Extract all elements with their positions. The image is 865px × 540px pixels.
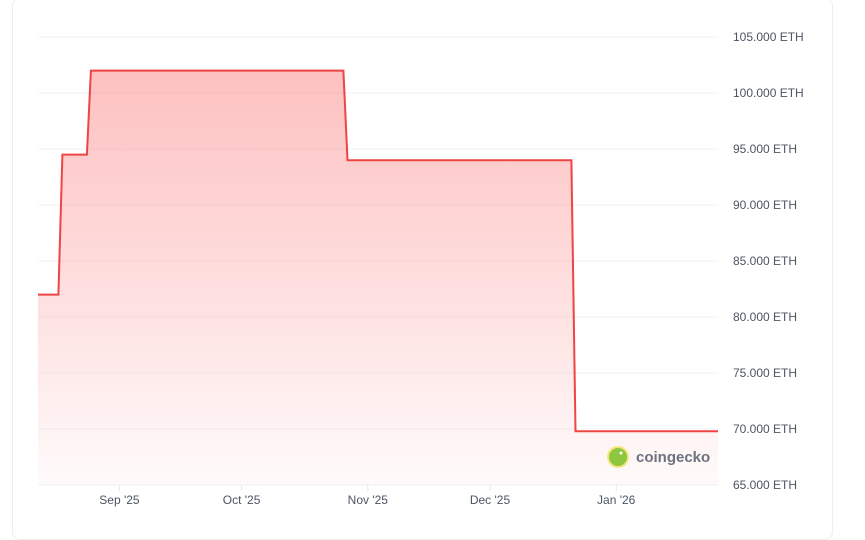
coingecko-watermark: coingecko <box>607 446 710 468</box>
y-tick-label: 95.000 ETH <box>733 142 797 156</box>
coingecko-logo-icon <box>607 446 629 468</box>
x-tick-label: Sep '25 <box>99 493 140 507</box>
y-tick-label: 85.000 ETH <box>733 254 797 268</box>
y-tick-label: 65.000 ETH <box>733 478 797 492</box>
x-tick-label: Oct '25 <box>223 493 261 507</box>
area-fill <box>38 70 718 485</box>
x-tick-label: Nov '25 <box>348 493 389 507</box>
y-tick-label: 70.000 ETH <box>733 422 797 436</box>
watermark-text: coingecko <box>636 449 710 466</box>
series-line <box>38 69 718 433</box>
y-tick-label: 80.000 ETH <box>733 310 797 324</box>
y-tick-label: 105.000 ETH <box>733 30 804 44</box>
y-tick-label: 100.000 ETH <box>733 86 804 100</box>
x-tick-label: Dec '25 <box>470 493 511 507</box>
y-tick-label: 90.000 ETH <box>733 198 797 212</box>
price-chart: 105.000 ETH 100.000 ETH 95.000 ETH 90.000 E… <box>38 30 804 507</box>
x-tick-label: Jan '26 <box>597 493 636 507</box>
y-tick-label: 75.000 ETH <box>733 366 797 380</box>
